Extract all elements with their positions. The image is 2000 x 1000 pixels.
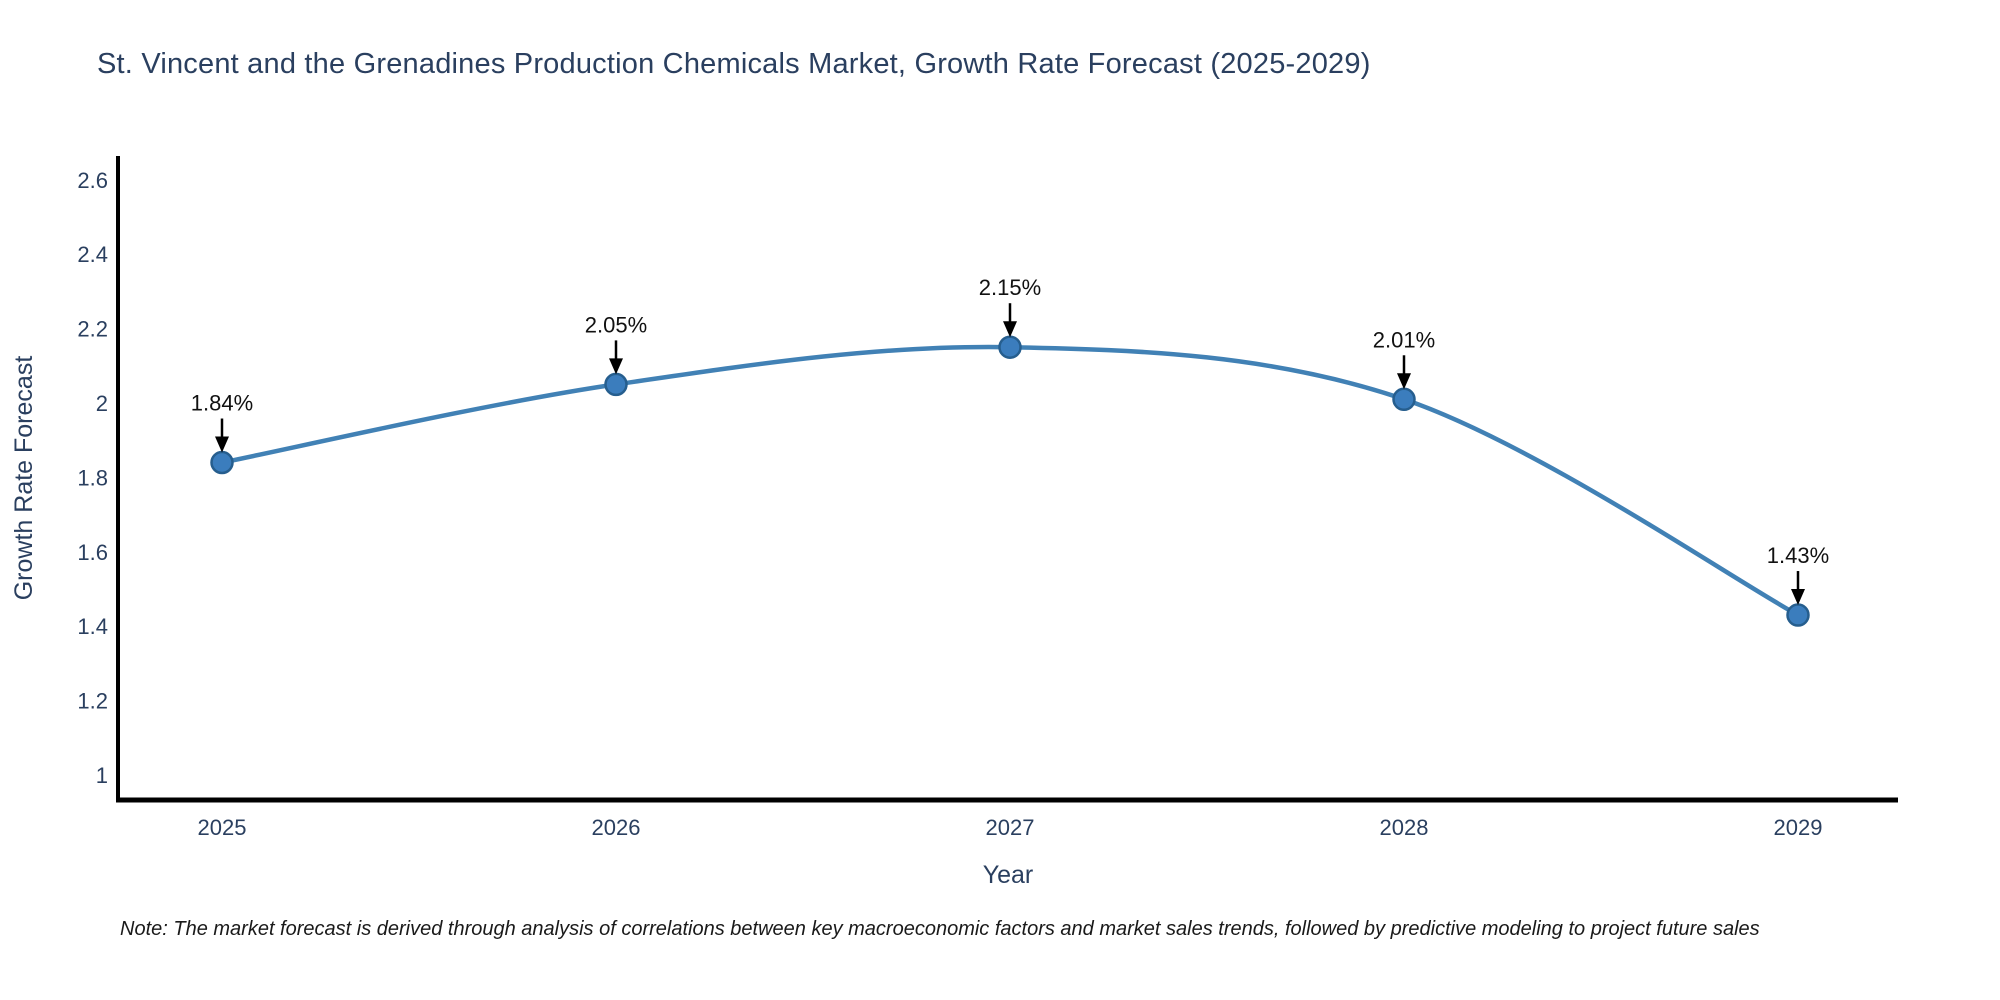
annotation-arrowhead-icon <box>1397 373 1411 390</box>
forecast-line-series <box>221 344 1800 618</box>
x-tick-label: 2027 <box>986 815 1035 840</box>
x-tick-label: 2028 <box>1380 815 1429 840</box>
x-tick-label: 2029 <box>1774 815 1823 840</box>
y-tick-label: 1.4 <box>77 614 108 639</box>
data-point-marker <box>1786 603 1810 627</box>
data-point-marker <box>604 372 628 397</box>
annotation-arrowhead-icon <box>609 358 623 375</box>
data-point-marker <box>998 335 1022 359</box>
y-tick-label: 1.8 <box>77 465 108 490</box>
point-value-label: 2.15% <box>979 275 1041 300</box>
point-value-label: 2.01% <box>1373 327 1435 352</box>
y-tick-label: 1.2 <box>77 689 108 714</box>
annotation-arrowhead-icon <box>215 436 229 453</box>
data-point-marker <box>1392 387 1416 412</box>
y-tick-label: 1 <box>96 763 108 788</box>
point-value-label: 1.43% <box>1767 543 1829 568</box>
y-tick-label: 2 <box>96 391 108 416</box>
chart-footnote: Note: The market forecast is derived thr… <box>120 918 1760 940</box>
x-tick-label: 2026 <box>592 815 641 840</box>
y-tick-label: 2.2 <box>77 317 108 342</box>
annotation-arrowhead-icon <box>1003 321 1017 338</box>
y-axis-title: Growth Rate Forecast <box>10 356 38 601</box>
x-axis-title: Year <box>983 861 1034 889</box>
point-value-label: 1.84% <box>191 391 253 416</box>
point-value-label: 2.05% <box>585 312 647 337</box>
annotation-arrowhead-icon <box>1791 589 1805 606</box>
data-point-marker <box>210 450 234 475</box>
chart-title: St. Vincent and the Grenadines Productio… <box>97 48 1371 80</box>
y-tick-label: 2.6 <box>77 168 108 193</box>
y-tick-label: 2.4 <box>77 242 108 267</box>
x-tick-label: 2025 <box>198 815 247 840</box>
y-tick-label: 1.6 <box>77 540 108 565</box>
